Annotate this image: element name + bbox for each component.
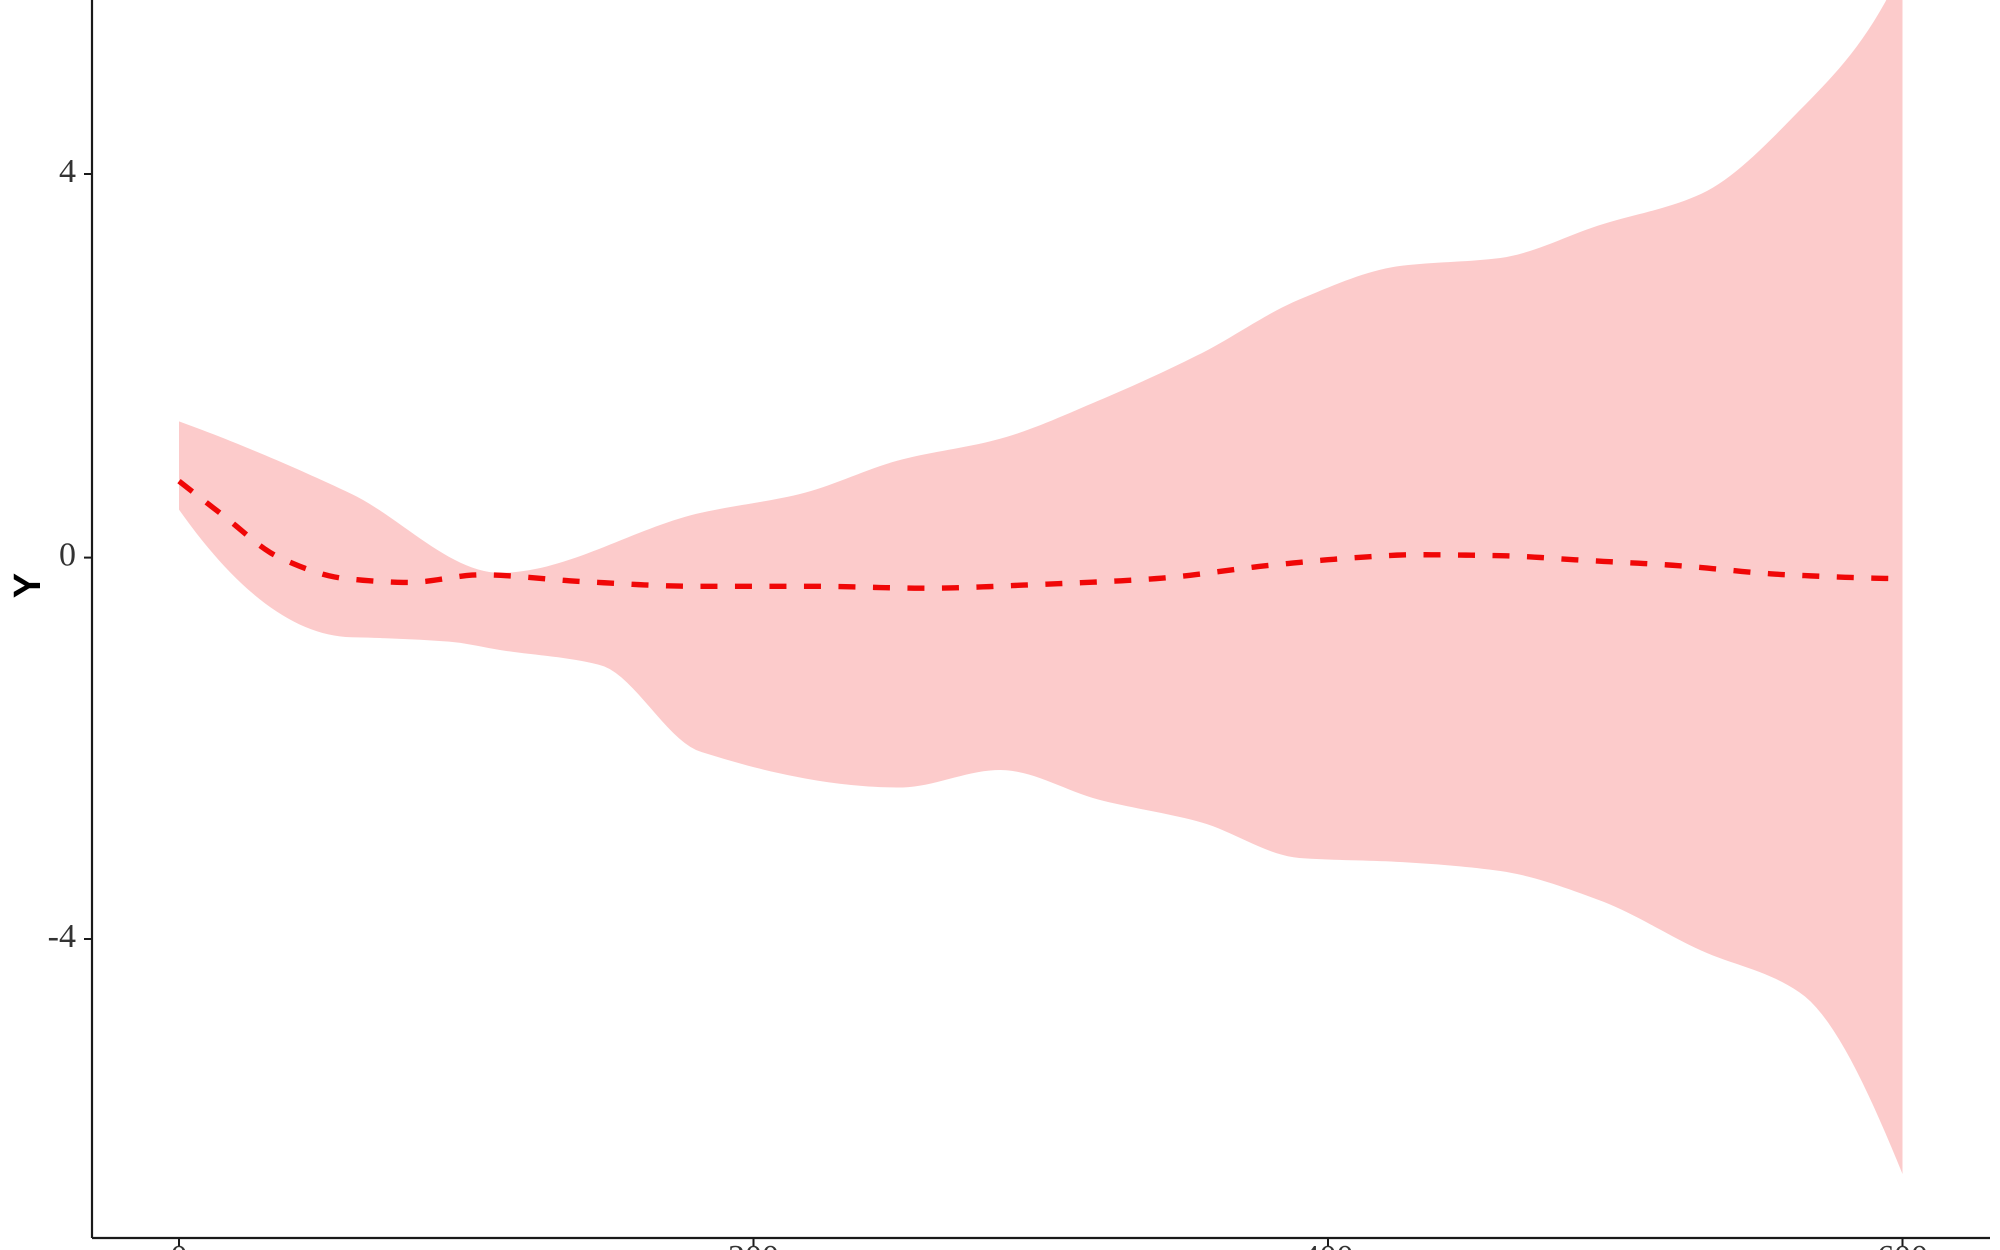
svg-text:Y: Y: [7, 573, 49, 598]
svg-text:-4: -4: [48, 918, 76, 955]
svg-text:600: 600: [1877, 1239, 1928, 1250]
svg-text:4: 4: [59, 153, 76, 190]
svg-text:0: 0: [59, 536, 76, 573]
svg-text:200: 200: [728, 1239, 779, 1250]
svg-text:400: 400: [1303, 1239, 1354, 1250]
svg-text:0: 0: [171, 1239, 188, 1250]
